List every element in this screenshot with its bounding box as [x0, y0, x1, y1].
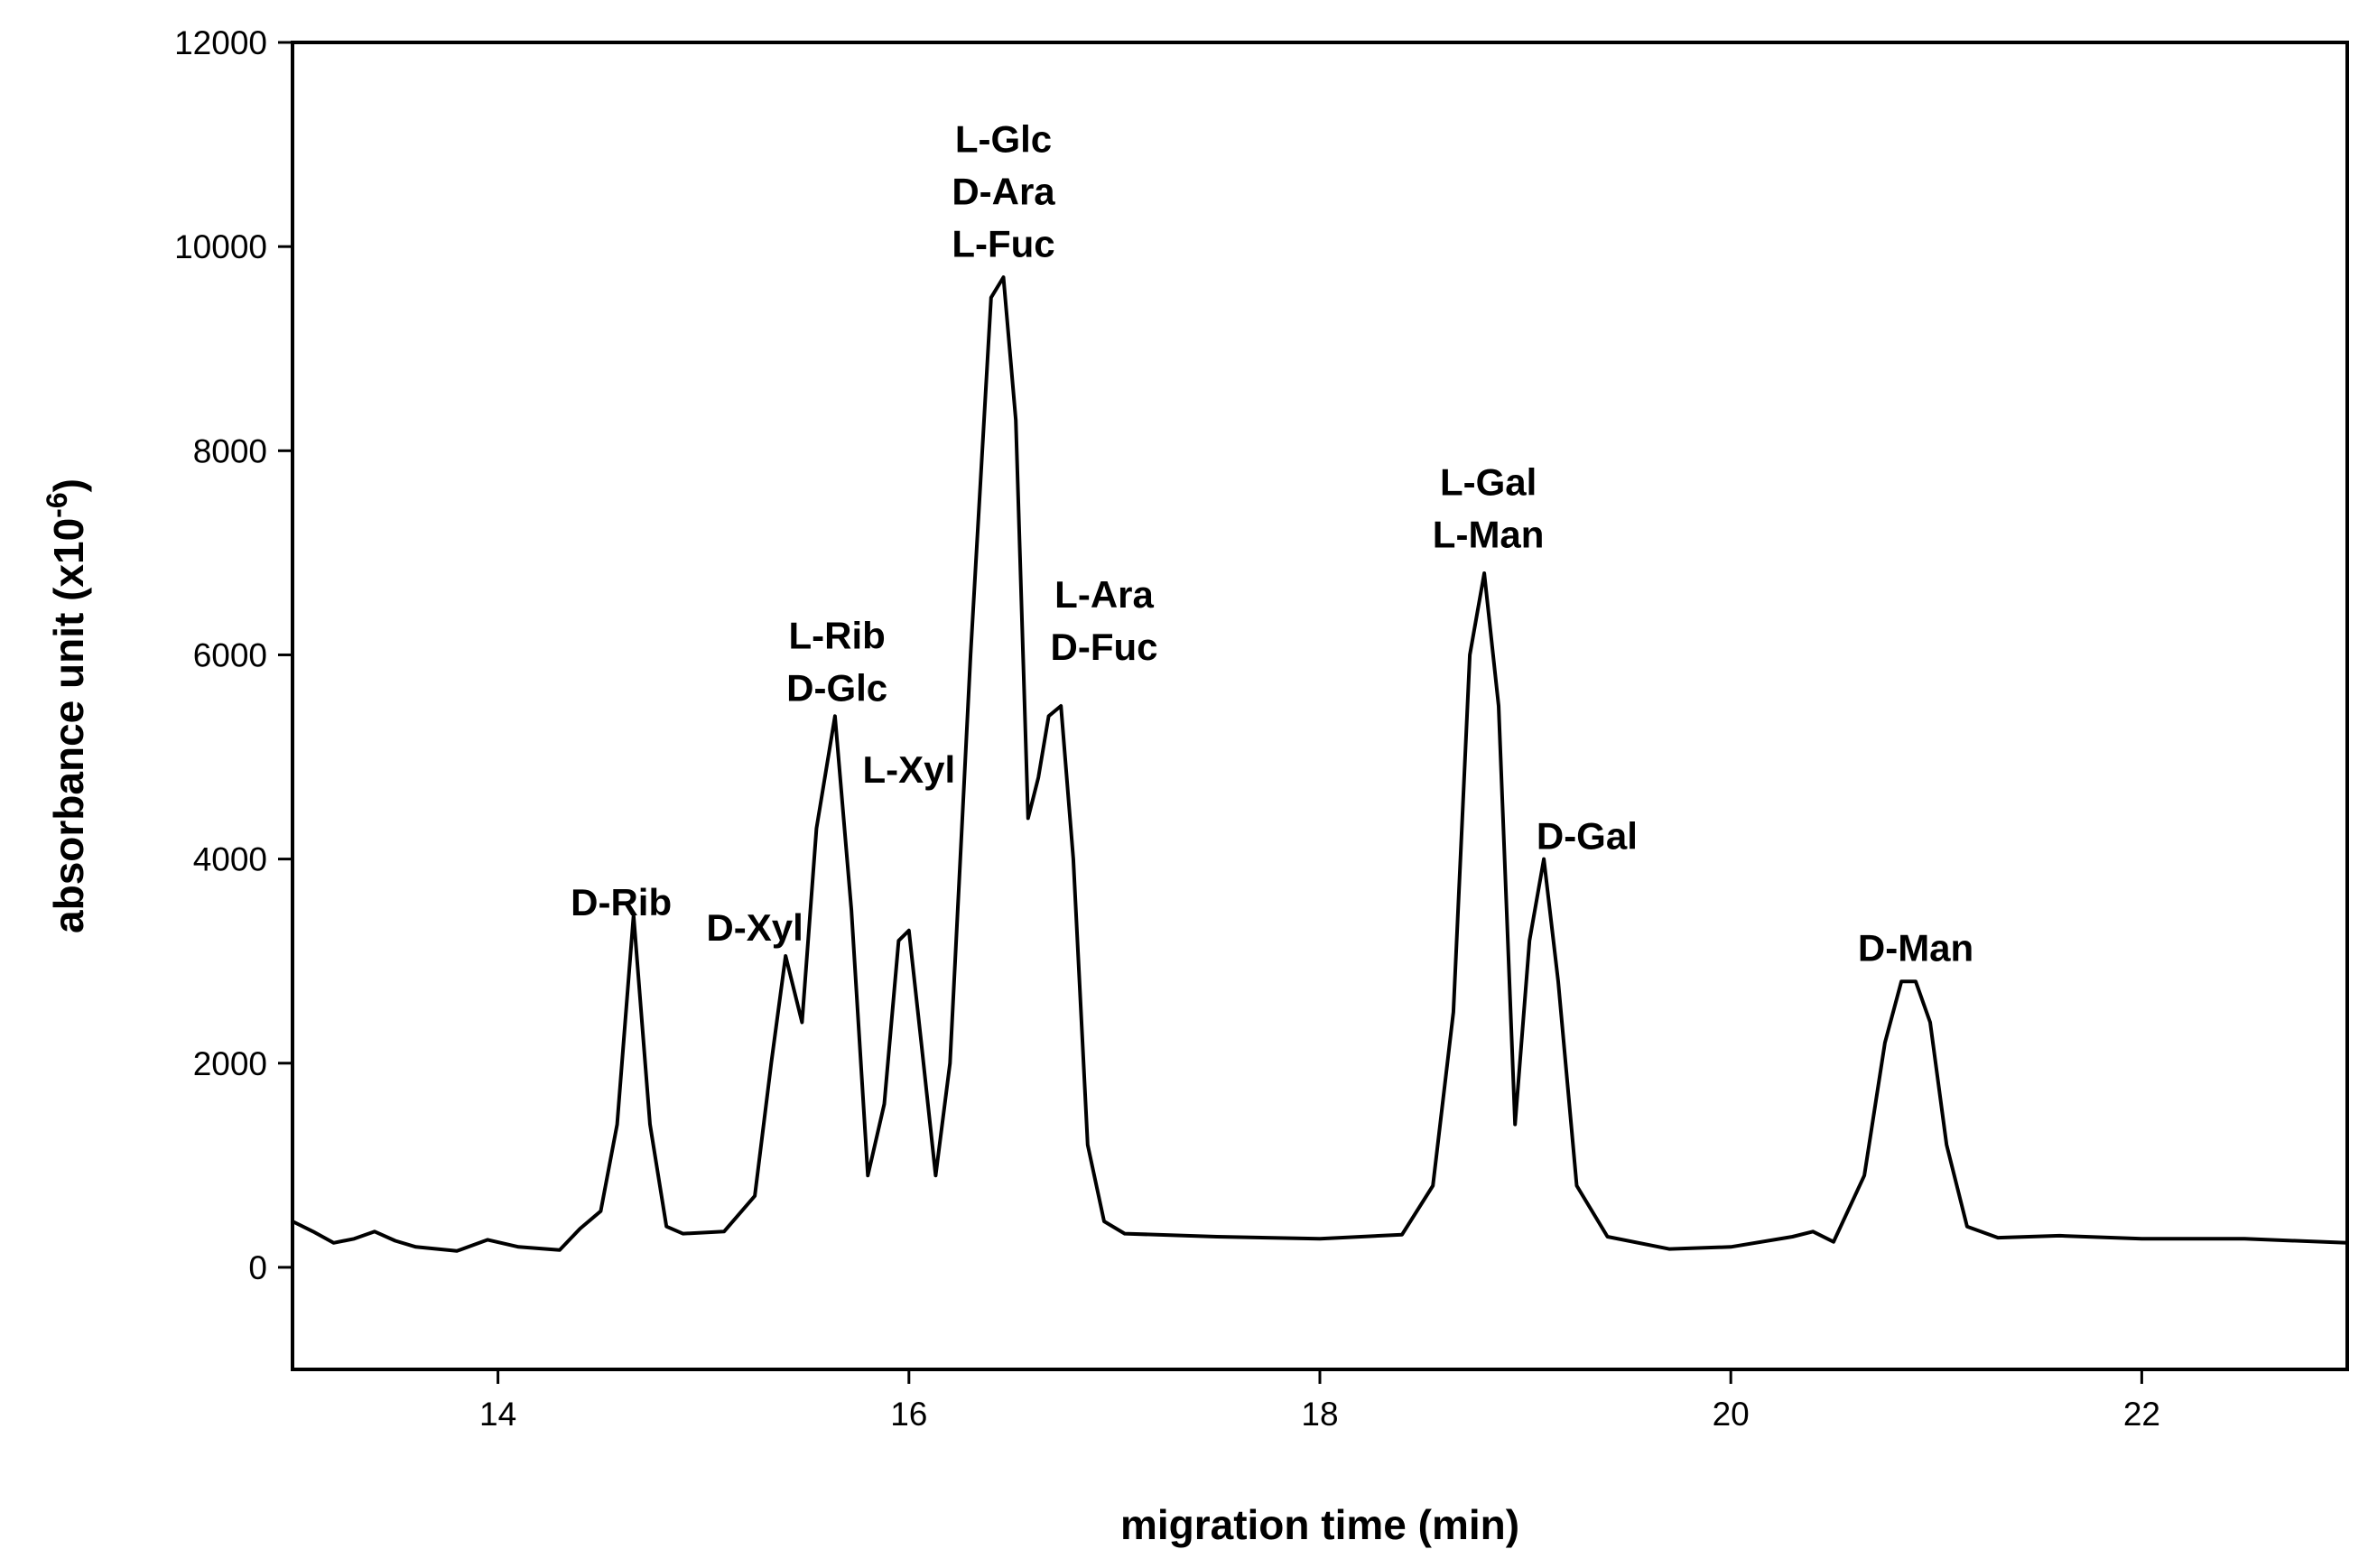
- peak-label-line: L-Rib: [788, 614, 885, 656]
- peak-label-line: L-Man: [1433, 514, 1545, 556]
- x-tick-label: 18: [1301, 1396, 1338, 1433]
- y-tick-label: 2000: [193, 1045, 267, 1082]
- y-tick-label: 6000: [193, 636, 267, 673]
- plot-frame: [291, 41, 2349, 1371]
- peak-label-line: L-Ara: [1054, 573, 1154, 616]
- peak-label: D-Rib: [571, 881, 672, 923]
- y-axis-title-exponent: -6: [41, 492, 73, 517]
- peak-label-line: L-Glc: [955, 117, 1052, 160]
- peak-label-line: D-Gal: [1537, 814, 1638, 857]
- y-axis-title-main: absorbance unit (x10: [45, 518, 92, 933]
- x-tick-label: 14: [479, 1396, 516, 1433]
- y-tick-label: 8000: [193, 432, 267, 469]
- peak-label-line: L-Fuc: [952, 222, 1054, 264]
- x-axis: 14 16 18 20 22: [479, 1369, 2160, 1433]
- peak-label: L-Gal L-Man: [1433, 461, 1545, 556]
- peak-label: L-Xyl: [862, 748, 955, 791]
- y-tick-label: 0: [248, 1249, 267, 1286]
- peak-label-line: D-Glc: [786, 666, 887, 709]
- peak-label-line: D-Man: [1858, 927, 1973, 970]
- peak-label: L-Rib D-Glc: [786, 614, 887, 709]
- peak-label-line: D-Fuc: [1051, 626, 1158, 668]
- x-tick-label: 22: [2123, 1396, 2160, 1433]
- peak-label-line: D-Rib: [571, 881, 672, 923]
- x-tick-label: 16: [890, 1396, 927, 1433]
- peak-label: L-Ara D-Fuc: [1051, 573, 1158, 668]
- peak-labels: D-Rib D-Xyl L-Rib D-Glc L-Xyl L-Glc D-Ara L-Fuc…: [571, 117, 1973, 969]
- series-line: [291, 275, 2349, 1253]
- peak-label-line: L-Gal: [1440, 461, 1537, 504]
- x-axis-title: migration time (min): [1120, 1501, 1519, 1548]
- peak-label-line: D-Xyl: [706, 906, 803, 949]
- x-tick-label: 20: [1713, 1396, 1750, 1433]
- y-tick-label: 4000: [193, 841, 267, 878]
- y-tick-label: 12000: [174, 24, 267, 61]
- peak-label: D-Man: [1858, 927, 1973, 970]
- y-axis: 0 2000 4000 6000 8000 10000 12000: [174, 24, 293, 1286]
- peak-label: L-Glc D-Ara L-Fuc: [952, 117, 1055, 264]
- peak-label: D-Gal: [1537, 814, 1638, 857]
- peak-label-line: L-Xyl: [862, 748, 955, 791]
- y-axis-title: absorbance unit (x10-6): [41, 478, 92, 933]
- y-axis-title-close: ): [45, 478, 92, 492]
- peak-label-line: D-Ara: [952, 170, 1055, 212]
- peak-label: D-Xyl: [706, 906, 803, 949]
- y-tick-label: 10000: [174, 228, 267, 265]
